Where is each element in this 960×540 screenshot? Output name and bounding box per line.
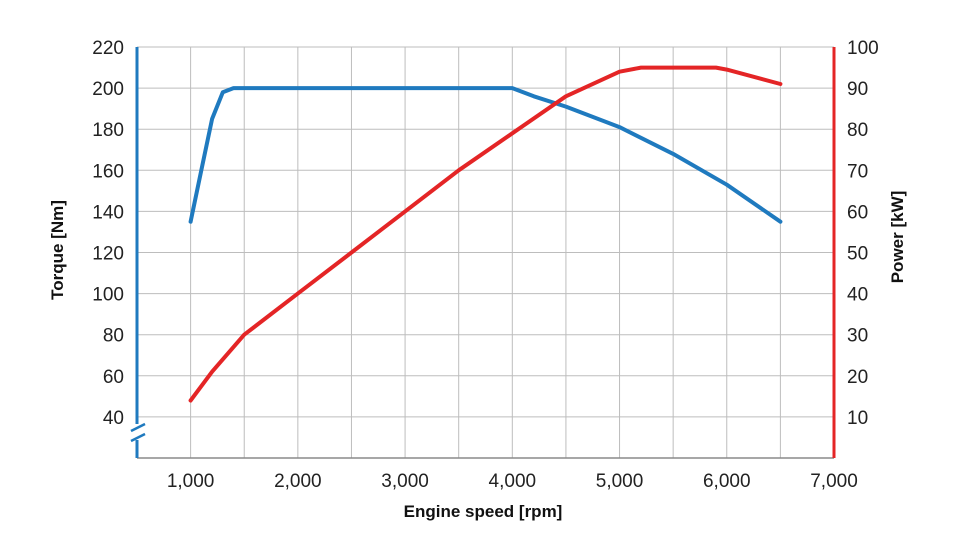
y-right-tick-label: 70	[847, 161, 868, 182]
y-right-tick-label: 50	[847, 244, 868, 265]
y-left-tick-label: 200	[92, 79, 124, 100]
y-right-tick-label: 100	[847, 38, 879, 59]
y-right-tick-label: 90	[847, 79, 868, 100]
torque-series-line	[188, 86, 783, 224]
x-tick-label: 2,000	[274, 471, 322, 492]
y-right-tick-label: 60	[847, 202, 868, 223]
right-axis-title: Power [kW]	[888, 191, 907, 284]
x-tick-label: 6,000	[703, 471, 751, 492]
y-left-tick-label: 80	[103, 326, 124, 347]
axis-break-mark	[130, 432, 146, 443]
grid	[137, 46, 835, 458]
x-tick-label: 4,000	[489, 471, 537, 492]
x-tick-label: 5,000	[596, 471, 644, 492]
y-right-tick-label: 20	[847, 367, 868, 388]
y-left-tick-label: 100	[92, 285, 124, 306]
y-left-tick-label: 60	[103, 367, 124, 388]
left-axis-title: Torque [Nm]	[48, 200, 67, 300]
series-lines	[188, 65, 783, 403]
y-right-tick-label: 40	[847, 285, 868, 306]
y-left-tick-label: 140	[92, 202, 124, 223]
x-axis-title: Engine speed [rpm]	[404, 502, 563, 521]
tick-labels: 1,000 2,000 3,000 4,000 5,000 6,000 7,000 40 60 8…	[92, 38, 878, 492]
y-left-tick-label: 120	[92, 244, 124, 265]
y-left-tick-label: 180	[92, 120, 124, 141]
y-left-tick-label: 40	[103, 408, 124, 429]
axis-break-mark	[130, 422, 146, 433]
y-right-tick-label: 10	[847, 408, 868, 429]
y-right-tick-label: 80	[847, 120, 868, 141]
y-left-tick-label: 220	[92, 38, 124, 59]
x-tick-label: 1,000	[167, 471, 215, 492]
y-right-tick-label: 30	[847, 326, 868, 347]
power-series-line	[188, 65, 783, 403]
x-tick-label: 3,000	[381, 471, 429, 492]
y-left-tick-label: 160	[92, 161, 124, 182]
x-tick-label: 7,000	[810, 471, 858, 492]
axes	[130, 47, 836, 459]
